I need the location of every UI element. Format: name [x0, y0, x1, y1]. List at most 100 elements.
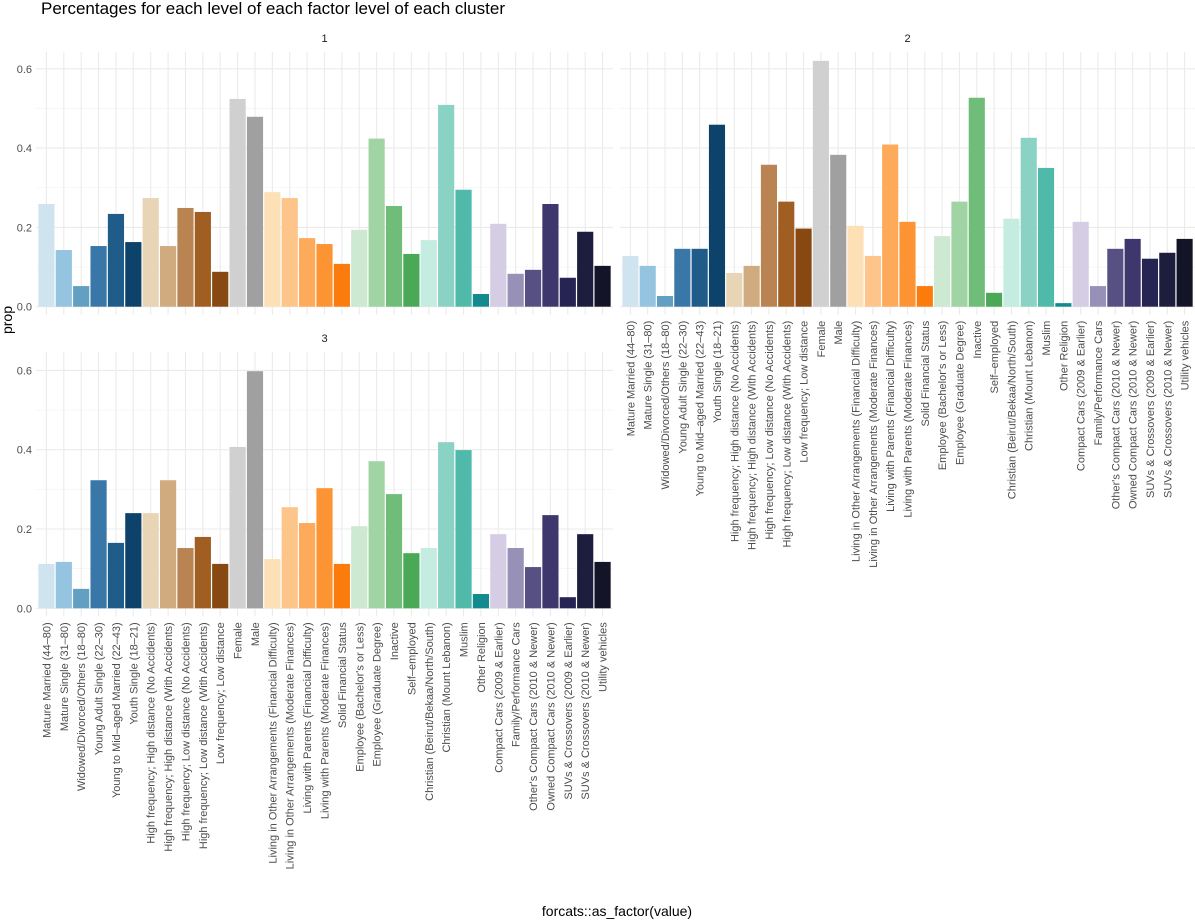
- x-tick-label: Solid Financial Status: [920, 320, 932, 426]
- x-tick-label: Mature Married (44–80): [41, 622, 53, 738]
- x-tick-label: Solid Financial Status: [337, 622, 349, 728]
- bar: [403, 253, 420, 307]
- y-tick-label: 0.4: [17, 143, 32, 155]
- bar: [490, 534, 507, 609]
- x-tick-label: Young to Mid–aged Married (22–43): [111, 622, 123, 798]
- bar: [1037, 167, 1055, 307]
- bar: [368, 461, 385, 609]
- x-tick-label: Low frequency; Low distance: [799, 321, 811, 463]
- bar: [639, 265, 656, 307]
- x-tick-label: High frequency; High distance (No Accide…: [146, 622, 158, 843]
- bar: [899, 221, 916, 307]
- bar: [882, 144, 899, 307]
- bar: [472, 594, 490, 609]
- bar: [455, 450, 472, 609]
- bar: [385, 494, 403, 609]
- bar: [708, 124, 726, 307]
- x-tick-label: Youth Single (18–21): [128, 622, 140, 724]
- panel-3: 3 0.0 0.2 0.4 0.6 Mature Married (44–80) Matur…: [17, 333, 613, 869]
- bar: [594, 265, 611, 307]
- x-tick-label: Young Adult Single (22–30): [677, 321, 689, 454]
- bar: [455, 189, 472, 307]
- bar: [212, 563, 229, 609]
- x-tick-label: High frequency; Low distance (No Acciden…: [764, 321, 776, 540]
- x-tick-label: Family/Performance Cars: [511, 622, 523, 747]
- bar: [1141, 258, 1159, 307]
- x-tick-label: Living with Parents (Moderate Finances): [320, 622, 332, 819]
- x-tick-label: Living in Other Arrangements (Moderate F…: [868, 321, 880, 568]
- x-tick-label: Christian (Beirut/Bekaa/North/South): [1006, 321, 1018, 500]
- bar: [333, 563, 350, 609]
- x-tick-label: Other's Compact Cars (2010 & Newer): [528, 622, 540, 811]
- x-tick-label: High frequency; High distance (No Accide…: [729, 321, 741, 542]
- x-tick-label: Self–employed: [989, 321, 1001, 394]
- bar: [38, 204, 55, 307]
- x-tick-label: Compact Cars (2009 & Earlier): [493, 622, 505, 772]
- bar: [524, 567, 542, 609]
- y-tick-label: 0.2: [17, 222, 32, 234]
- bar: [951, 201, 968, 307]
- bar: [438, 442, 455, 609]
- bar: [420, 548, 437, 609]
- bar: [507, 273, 524, 307]
- panel-strip-label: 1: [321, 33, 327, 45]
- x-tick-label: Living in Other Arrangements (Moderate F…: [285, 622, 297, 869]
- bar: [159, 480, 177, 609]
- chart-title: Percentages for each level of each facto…: [41, 0, 505, 18]
- x-tick-label: Employee (Graduate Degree): [954, 321, 966, 465]
- bar: [830, 154, 847, 307]
- bar: [125, 513, 142, 609]
- x-tick-label: High frequency; High distance (With Acci…: [747, 321, 759, 550]
- x-tick-label: High frequency; Low distance (No Acciden…: [180, 622, 192, 841]
- x-tick-label: Employee (Bachelor's or Less): [354, 622, 366, 771]
- bar: [55, 561, 72, 609]
- bar: [177, 548, 194, 609]
- x-tick-label: High frequency; Low distance (With Accid…: [198, 622, 210, 849]
- bar: [299, 523, 316, 609]
- bar: [403, 553, 420, 609]
- bar: [246, 371, 264, 609]
- bar: [73, 588, 90, 609]
- x-tick-label: SUVs & Crossovers (2009 & Earlier): [1145, 321, 1157, 498]
- panel-strip-label: 3: [321, 333, 327, 345]
- bar: [760, 164, 778, 307]
- bar: [73, 286, 90, 307]
- x-tick-label: Christian (Beirut/Bekaa/North/South): [424, 622, 436, 801]
- x-tick-label: Christian (Mount Lebanon): [1024, 321, 1036, 451]
- bar: [490, 223, 507, 307]
- bar: [812, 60, 829, 307]
- bar: [1107, 248, 1124, 307]
- x-tick-label: Muslim: [459, 622, 471, 657]
- bar: [438, 104, 455, 307]
- bar: [507, 548, 524, 609]
- bar: [1003, 218, 1020, 307]
- x-tick-label: Youth Single (18–21): [712, 321, 724, 423]
- bar: [1072, 221, 1089, 307]
- y-axis-title: prop: [0, 306, 15, 334]
- bar: [316, 488, 333, 609]
- bar: [1124, 238, 1141, 307]
- x-tick-label: Christian (Mount Lebanon): [441, 622, 453, 752]
- x-tick-label: Employee (Bachelor's or Less): [937, 321, 949, 470]
- bar: [864, 255, 881, 307]
- x-tick-label: Family/Performance Cars: [1093, 320, 1105, 445]
- bar: [212, 271, 229, 307]
- x-tick-label: Inactive: [389, 622, 401, 660]
- bar: [177, 207, 194, 307]
- bar: [691, 248, 708, 307]
- x-tick-label: Compact Cars (2009 & Earlier): [1076, 321, 1088, 471]
- bar: [726, 272, 743, 307]
- x-tick-label: Other Religion: [476, 622, 488, 692]
- x-tick-label: Other's Compact Cars (2010 & Newer): [1110, 321, 1122, 510]
- x-tick-label: Owned Compact Cars (2010 & Newer): [545, 622, 557, 810]
- x-tick-label: Widowed/Divorced/Others (18–80): [660, 321, 672, 490]
- x-axis-title: forcats::as_factor(value): [542, 903, 692, 919]
- bar: [1159, 252, 1176, 307]
- x-tick-label: Young Adult Single (22–30): [94, 622, 106, 755]
- bar: [333, 263, 350, 307]
- bar: [142, 513, 159, 609]
- x-tick-label: Young to Mid–aged Married (22–43): [695, 321, 707, 497]
- bar: [351, 229, 368, 307]
- x-tick-label: Inactive: [972, 321, 984, 359]
